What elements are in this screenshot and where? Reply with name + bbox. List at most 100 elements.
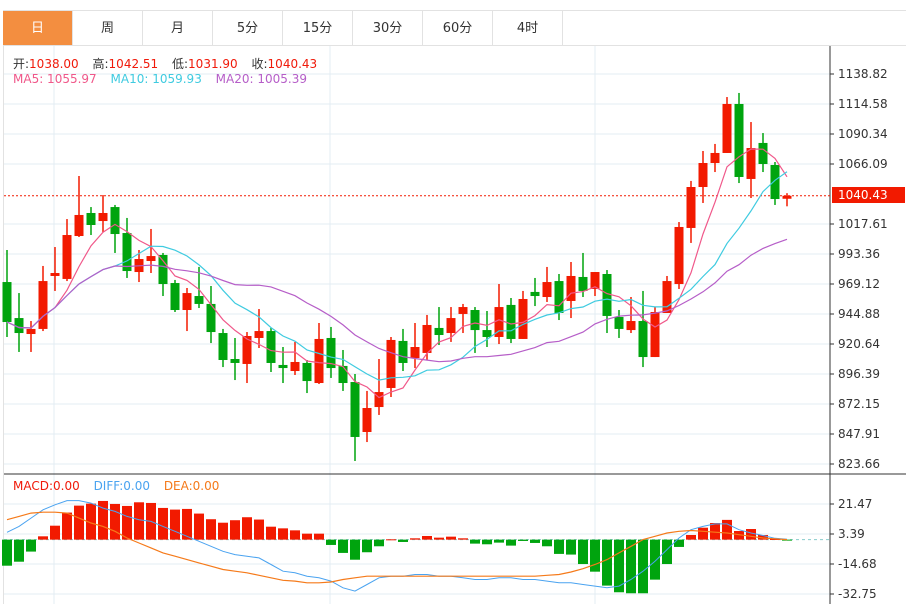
macd-bar-negative bbox=[494, 539, 504, 543]
tab-month[interactable]: 月 bbox=[143, 11, 213, 46]
candle-down bbox=[578, 276, 588, 291]
close-value: 1040.43 bbox=[267, 57, 318, 71]
macd-bar-negative bbox=[26, 539, 36, 552]
candle-up bbox=[446, 318, 456, 334]
macd-bar-positive bbox=[758, 534, 768, 540]
tab-15min[interactable]: 15分 bbox=[283, 11, 353, 46]
high-value: 1042.51 bbox=[108, 57, 159, 71]
candle-down bbox=[554, 281, 564, 313]
candle-down bbox=[110, 207, 120, 235]
ma-info: MA5: 1055.97 MA10: 1059.93 MA20: 1005.39 bbox=[13, 72, 317, 86]
macd-bar-negative bbox=[602, 539, 612, 586]
macd-bar-negative bbox=[14, 539, 24, 562]
candle-down bbox=[326, 337, 336, 369]
candle-up bbox=[362, 408, 372, 433]
macd-bar-positive bbox=[110, 503, 120, 540]
price-tick: 1066.09 bbox=[838, 157, 888, 171]
ohlc-info: 开:1038.00 高:1042.51 低:1031.90 收:1040.43 bbox=[13, 55, 327, 72]
candle-up bbox=[26, 328, 36, 335]
macd-bar-positive bbox=[446, 536, 456, 540]
candle-down bbox=[2, 282, 12, 323]
macd-bar-positive bbox=[98, 500, 108, 540]
candle-up bbox=[722, 103, 732, 153]
price-tick: 1090.34 bbox=[838, 127, 888, 141]
price-tick: 1138.82 bbox=[838, 67, 888, 81]
candle-down bbox=[470, 310, 480, 331]
macd-bar-positive bbox=[194, 513, 204, 540]
macd-bar-positive bbox=[74, 505, 84, 540]
macd-bar-negative bbox=[506, 539, 516, 546]
macd-bar-positive bbox=[182, 508, 192, 540]
high-label: 高: bbox=[92, 57, 109, 71]
price-tick: 1017.61 bbox=[838, 217, 888, 231]
macd-bar-positive bbox=[158, 507, 168, 540]
open-value: 1038.00 bbox=[29, 57, 79, 71]
macd-bar-negative bbox=[338, 539, 348, 553]
price-tick: 847.91 bbox=[838, 427, 880, 441]
macd-bar-negative bbox=[374, 539, 384, 547]
candle-up bbox=[290, 361, 300, 372]
macd-bar-positive bbox=[290, 530, 300, 540]
macd-bar-negative bbox=[2, 539, 12, 566]
macd-bar-positive bbox=[86, 503, 96, 540]
candle-up bbox=[386, 339, 396, 388]
candle-up bbox=[98, 212, 108, 222]
macd-tick: -14.68 bbox=[838, 557, 877, 571]
macd-bar-negative bbox=[482, 539, 492, 545]
macd-bar-positive bbox=[170, 509, 180, 540]
macd-bar-negative bbox=[590, 539, 600, 572]
macd-bar-positive bbox=[50, 525, 60, 540]
macd-bar-negative bbox=[398, 539, 408, 542]
close-label: 收: bbox=[251, 57, 268, 71]
macd-bar-positive bbox=[266, 526, 276, 540]
tab-day[interactable]: 日 bbox=[3, 11, 73, 46]
candle-down bbox=[398, 340, 408, 363]
macd-bar-positive bbox=[230, 520, 240, 540]
price-tick: 896.39 bbox=[838, 367, 880, 381]
candle-down bbox=[638, 321, 648, 358]
macd-bar-positive bbox=[434, 537, 444, 540]
candle-down bbox=[338, 365, 348, 384]
candle-up bbox=[458, 307, 468, 314]
macd-bar-positive bbox=[134, 502, 144, 540]
macd-bar-positive bbox=[710, 523, 720, 540]
macd-bar-positive bbox=[698, 527, 708, 540]
candle-down bbox=[734, 103, 744, 177]
price-tick: 1114.58 bbox=[838, 97, 888, 111]
candle-up bbox=[674, 226, 684, 285]
macd-bar-negative bbox=[350, 539, 360, 560]
candle-down bbox=[86, 212, 96, 225]
macd-tick: -32.75 bbox=[838, 587, 877, 601]
candle-down bbox=[122, 233, 132, 272]
tab-30min[interactable]: 30分 bbox=[353, 11, 423, 46]
candle-down bbox=[482, 330, 492, 337]
tab-4h[interactable]: 4时 bbox=[493, 11, 563, 46]
candle-up bbox=[182, 293, 192, 311]
ma20-line bbox=[6, 238, 788, 363]
open-label: 开: bbox=[13, 57, 30, 71]
ma20-value: MA20: 1005.39 bbox=[215, 72, 307, 86]
tab-week[interactable]: 周 bbox=[73, 11, 143, 46]
macd-bar-negative bbox=[662, 539, 672, 565]
macd-bar-negative bbox=[470, 539, 480, 544]
candle-up bbox=[74, 214, 84, 237]
macd-bar-positive bbox=[38, 536, 48, 540]
macd-value: MACD:0.00 bbox=[13, 479, 80, 493]
candle-up bbox=[494, 307, 504, 337]
price-tick: 920.64 bbox=[838, 337, 880, 351]
tab-5min[interactable]: 5分 bbox=[213, 11, 283, 46]
macd-bar-negative bbox=[530, 539, 540, 543]
candle-up bbox=[50, 273, 60, 276]
macd-bar-positive bbox=[386, 539, 396, 541]
tab-60min[interactable]: 60分 bbox=[423, 11, 493, 46]
macd-info: MACD:0.00 DIFF:0.00 DEA:0.00 bbox=[13, 479, 229, 493]
macd-bar-positive bbox=[722, 519, 732, 540]
candle-up bbox=[62, 235, 72, 279]
macd-bar-positive bbox=[254, 519, 264, 540]
candle-up bbox=[374, 392, 384, 408]
price-tick: 872.15 bbox=[838, 397, 880, 411]
macd-bar-negative bbox=[782, 539, 792, 541]
candle-up bbox=[626, 321, 636, 331]
candle-down bbox=[206, 303, 216, 333]
